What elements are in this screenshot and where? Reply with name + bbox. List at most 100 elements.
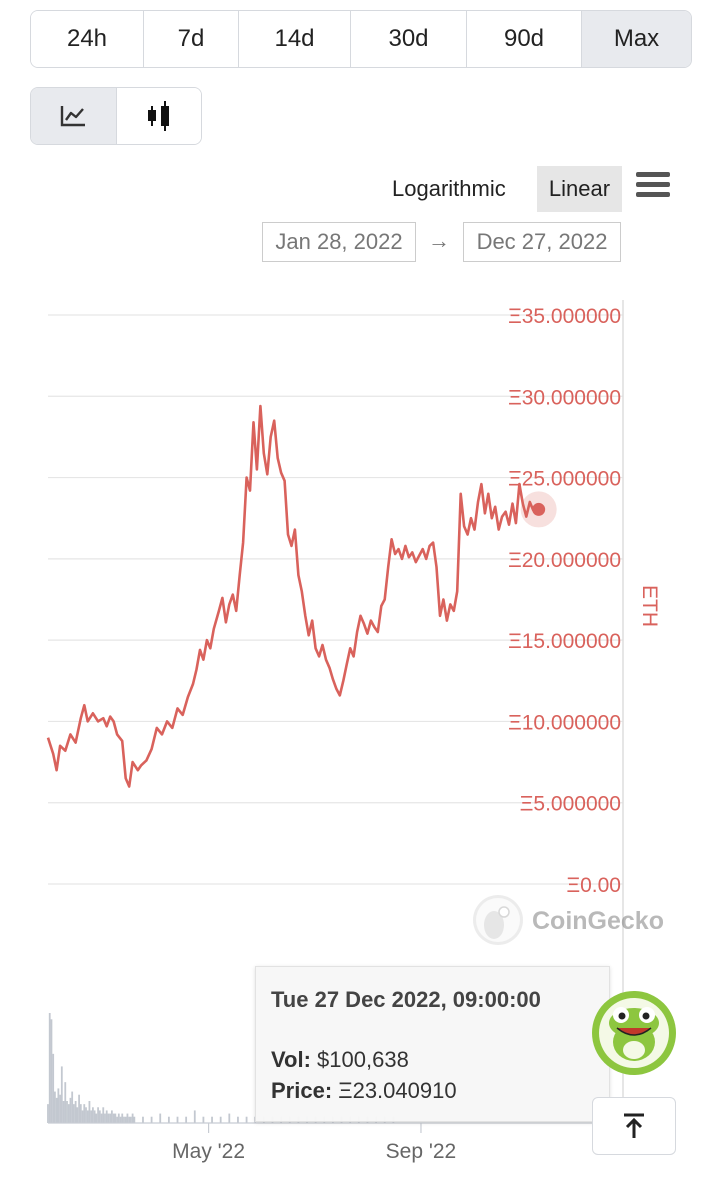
volume-bar (57, 1088, 60, 1123)
volume-bar (54, 1091, 56, 1123)
volume-bar (245, 1116, 248, 1123)
tooltip-vol-label: Vol: (271, 1047, 311, 1072)
line-chart-icon (61, 106, 86, 127)
y-axis-title: ETH (638, 585, 661, 627)
x-tick-label: May '22 (172, 1140, 245, 1163)
tooltip-date: Tue 27 Dec 2022, 09:00:00 (271, 987, 541, 1012)
volume-bar (74, 1101, 77, 1123)
volume-bar (116, 1116, 118, 1123)
volume-bar (167, 1116, 170, 1123)
volume-bar (102, 1107, 105, 1123)
volume-bar (150, 1116, 153, 1123)
volume-bar (71, 1091, 74, 1123)
volume-bar (100, 1113, 103, 1123)
y-tick-label: Ξ25.000000 (508, 468, 621, 491)
volume-bar (73, 1104, 75, 1123)
volume-bar (124, 1116, 127, 1123)
volume-bar (109, 1113, 112, 1123)
volume-bar (78, 1094, 80, 1123)
volume-bar (50, 1019, 53, 1123)
y-tick-label: Ξ0.00 (566, 874, 621, 897)
volume-bar (126, 1113, 129, 1123)
price-chart: Ξ35.000000 Ξ30.000000 Ξ25.000000 Ξ20.000000… (46, 300, 664, 1163)
candlestick-chart-button[interactable] (116, 88, 201, 144)
y-tick-label: Ξ20.000000 (508, 549, 621, 572)
volume-bar (123, 1116, 125, 1123)
volume-bar (85, 1107, 87, 1123)
volume-bar (90, 1110, 93, 1123)
time-range-selector: 24h 7d 14d 30d 90d Max (30, 10, 692, 68)
volume-bar (131, 1113, 134, 1123)
y-tick-label: Ξ30.000000 (508, 386, 621, 409)
volume-bar (114, 1113, 117, 1123)
chart-menu-icon[interactable] (636, 172, 670, 200)
volume-bar (211, 1116, 213, 1123)
volume-bar (64, 1082, 67, 1123)
range-24h-button[interactable]: 24h (31, 11, 144, 67)
date-from-field[interactable]: Jan 28, 2022 (262, 222, 416, 262)
volume-bar (159, 1113, 162, 1123)
volume-bar (67, 1104, 70, 1123)
volume-bar (128, 1116, 131, 1123)
gecko-mascot-icon[interactable] (591, 990, 677, 1076)
date-range-arrow: → (428, 228, 450, 253)
gridlines (48, 314, 623, 885)
volume-bar (62, 1101, 65, 1123)
arrow-up-to-line-icon (624, 1113, 644, 1138)
volume-bar (104, 1113, 106, 1123)
volume-bar (237, 1116, 239, 1123)
volume-bar (117, 1113, 120, 1123)
line-chart-button[interactable] (31, 88, 117, 144)
volume-bar (79, 1104, 82, 1123)
watermark-text: CoinGecko (532, 907, 664, 935)
volume-bar (193, 1110, 196, 1123)
logarithmic-scale-button[interactable]: Logarithmic (392, 176, 506, 201)
volume-bar (228, 1113, 231, 1123)
tooltip-price-value: Ξ23.040910 (338, 1078, 457, 1103)
x-tick-label: Sep '22 (386, 1140, 457, 1163)
volume-bar (219, 1116, 222, 1123)
volume-bars (47, 1013, 600, 1124)
volume-bar (95, 1113, 98, 1123)
volume-bar (59, 1094, 61, 1123)
volume-bar (88, 1101, 91, 1123)
tooltip-price: Price: Ξ23.040910 (271, 1078, 457, 1104)
y-tick-label: Ξ10.000000 (508, 711, 621, 734)
volume-bar (105, 1110, 108, 1123)
range-30d-button[interactable]: 30d (351, 11, 467, 67)
volume-bar (185, 1116, 188, 1123)
volume-bar (47, 1104, 49, 1123)
range-7d-button[interactable]: 7d (144, 11, 239, 67)
candlestick-icon (147, 101, 169, 131)
range-14d-button[interactable]: 14d (239, 11, 351, 67)
volume-bar (83, 1104, 86, 1123)
volume-bar (129, 1116, 132, 1123)
price-line (46, 404, 537, 788)
volume-bar (52, 1053, 55, 1123)
volume-bar (107, 1113, 110, 1123)
y-tick-label: Ξ5.000000 (520, 793, 621, 816)
volume-bar (93, 1110, 96, 1123)
volume-bar (55, 1097, 58, 1123)
linear-scale-button[interactable]: Linear (537, 166, 622, 212)
volume-bar (76, 1107, 79, 1123)
range-90d-button[interactable]: 90d (467, 11, 582, 67)
range-max-button[interactable]: Max (582, 11, 691, 67)
back-to-top-button[interactable] (592, 1097, 676, 1155)
volume-bar (48, 1013, 51, 1123)
volume-bar (86, 1110, 89, 1123)
date-to-field[interactable]: Dec 27, 2022 (463, 222, 621, 262)
coingecko-watermark: CoinGecko (473, 895, 664, 945)
volume-bar (112, 1113, 115, 1123)
tooltip-vol-value: $100,638 (317, 1047, 409, 1072)
volume-bar (91, 1107, 94, 1123)
volume-bar (133, 1116, 136, 1123)
volume-bar (97, 1107, 99, 1123)
volume-bar (69, 1097, 72, 1123)
volume-bar (66, 1101, 68, 1123)
y-tick-label: Ξ15.000000 (508, 630, 621, 653)
volume-bar (142, 1116, 144, 1123)
chart-type-selector (30, 87, 202, 145)
chart-tooltip: Tue 27 Dec 2022, 09:00:00 Vol: $100,638 … (255, 966, 610, 1122)
volume-bar (81, 1110, 84, 1123)
